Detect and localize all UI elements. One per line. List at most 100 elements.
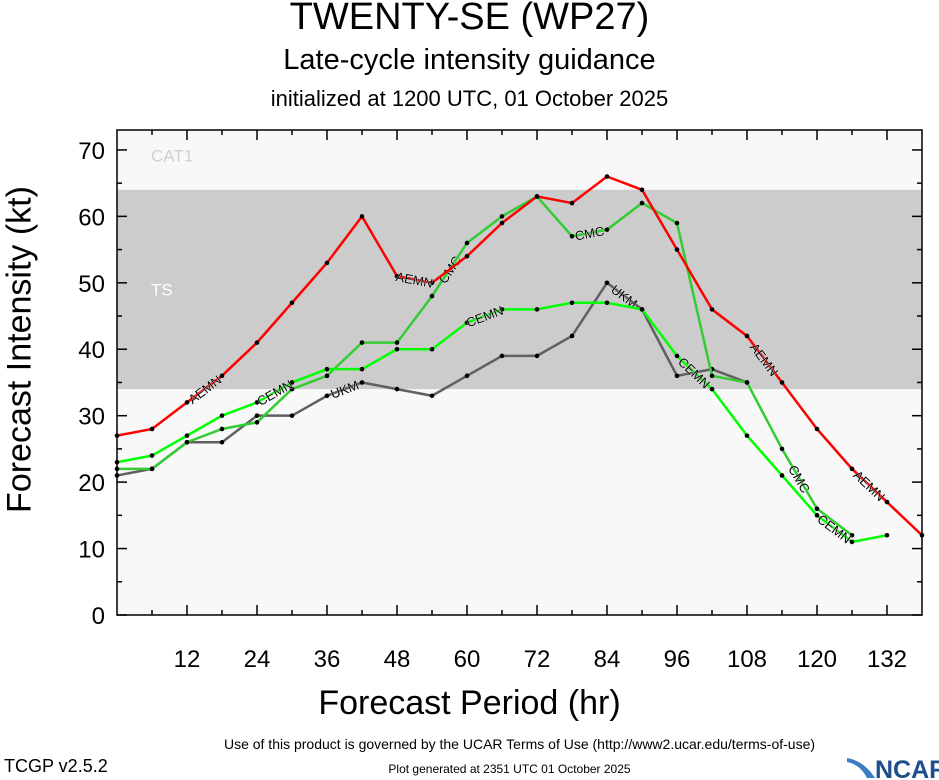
- data-point: [114, 459, 120, 465]
- init-time: initialized at 1200 UTC, 01 October 2025: [270, 86, 669, 111]
- data-point: [359, 366, 365, 372]
- x-tick-label: 12: [174, 646, 201, 673]
- x-tick-label: 84: [594, 646, 621, 673]
- x-tick-label: 132: [867, 646, 907, 673]
- data-point: [779, 446, 785, 452]
- data-point: [639, 187, 645, 193]
- x-tick-label: 96: [664, 646, 691, 673]
- data-point: [569, 200, 575, 206]
- data-point: [499, 353, 505, 359]
- y-tick-label: 50: [78, 271, 105, 298]
- data-point: [324, 260, 330, 266]
- data-point: [464, 320, 470, 325]
- data-point: [744, 333, 750, 339]
- series-label: AEMN: [395, 269, 435, 291]
- data-point: [394, 386, 400, 392]
- data-point: [639, 200, 645, 206]
- series-label: CMC: [574, 223, 606, 243]
- data-point: [639, 307, 645, 312]
- data-point: [254, 413, 260, 418]
- data-point: [604, 280, 610, 286]
- data-point: [184, 439, 190, 445]
- data-point: [184, 400, 190, 405]
- data-point: [289, 413, 295, 418]
- data-point: [429, 346, 435, 352]
- data-point: [779, 380, 785, 385]
- data-point: [359, 214, 365, 219]
- data-point: [709, 386, 715, 392]
- data-point: [219, 426, 225, 432]
- data-point: [884, 532, 890, 538]
- data-point: [359, 340, 365, 345]
- data-point: [814, 513, 820, 518]
- data-point: [464, 240, 470, 246]
- band-label-ts: TS: [151, 280, 173, 299]
- x-axis-label: Forecast Period (hr): [318, 684, 621, 722]
- data-point: [674, 353, 680, 359]
- data-point: [604, 227, 610, 232]
- series-line: [116, 175, 923, 537]
- data-point: [604, 174, 610, 179]
- data-point: [569, 234, 575, 239]
- data-point: [254, 420, 260, 425]
- data-point: [499, 214, 505, 219]
- data-point: [674, 220, 680, 226]
- data-point: [289, 380, 295, 385]
- data-point: [779, 473, 785, 478]
- data-point: [429, 393, 435, 399]
- data-point: [254, 340, 260, 345]
- x-tick-label: 24: [244, 646, 271, 673]
- generated-time: Plot generated at 2351 UTC 01 October 20…: [388, 762, 631, 776]
- data-point: [324, 373, 330, 379]
- data-point: [534, 353, 540, 359]
- data-point: [324, 393, 330, 399]
- y-tick-label: 10: [78, 537, 105, 564]
- y-tick-label: 30: [78, 404, 105, 431]
- series-line: [117, 194, 853, 537]
- data-point: [219, 373, 225, 379]
- data-point: [744, 433, 750, 438]
- data-point: [114, 433, 120, 438]
- data-point: [534, 307, 540, 312]
- data-point: [464, 253, 470, 259]
- data-point: [394, 346, 400, 352]
- data-point: [219, 439, 225, 445]
- data-point: [499, 220, 505, 226]
- data-point: [709, 307, 715, 312]
- data-point: [289, 386, 295, 392]
- data-point: [569, 333, 575, 339]
- data-point: [219, 413, 225, 418]
- x-tick-label: 72: [524, 646, 551, 673]
- data-point: [359, 380, 365, 385]
- y-tick-label: 60: [78, 204, 105, 231]
- data-point: [394, 340, 400, 345]
- chart-subtitle: Late-cycle intensity guidance: [283, 44, 656, 76]
- x-tick-label: 36: [314, 646, 341, 673]
- data-point: [814, 426, 820, 432]
- data-point: [884, 499, 890, 505]
- data-point: [254, 400, 260, 405]
- data-point: [569, 300, 575, 306]
- y-tick-label: 40: [78, 337, 105, 364]
- data-point: [709, 373, 715, 379]
- data-point: [429, 293, 435, 299]
- y-tick-label: 0: [92, 603, 105, 630]
- ncar-logo: NCAR: [845, 756, 939, 780]
- data-point: [149, 466, 155, 472]
- data-point: [744, 380, 750, 385]
- data-point: [604, 300, 610, 306]
- data-point: [849, 539, 855, 545]
- data-point: [464, 373, 470, 379]
- x-tick-label: 108: [727, 646, 767, 673]
- plot-frame: [116, 129, 923, 616]
- data-point: [114, 473, 120, 478]
- data-point: [114, 466, 120, 472]
- x-tick-label: 120: [797, 646, 837, 673]
- data-point: [674, 373, 680, 379]
- svg-text:NCAR: NCAR: [875, 756, 939, 780]
- data-point: [534, 194, 540, 199]
- data-point: [289, 300, 295, 306]
- data-point: [394, 273, 400, 279]
